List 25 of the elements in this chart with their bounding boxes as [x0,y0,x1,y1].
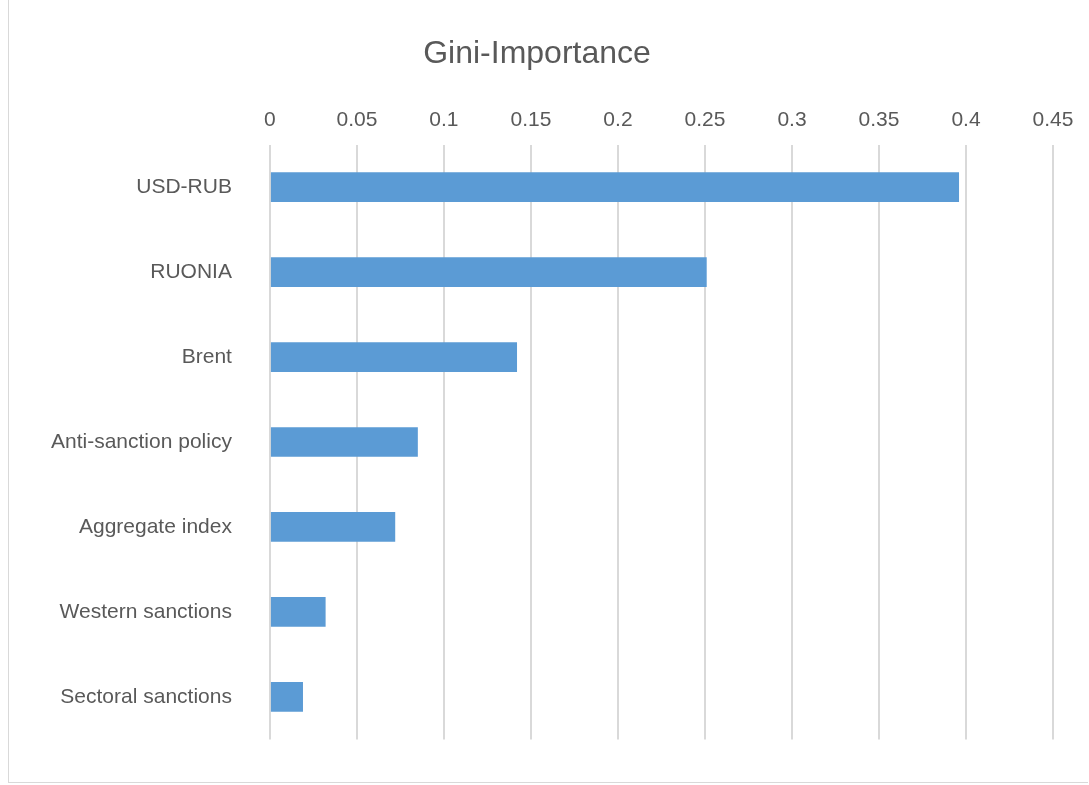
x-tick-label: 0.35 [858,106,900,130]
y-tick-label: Sectoral sanctions [60,683,232,707]
x-tick-label: 0.15 [510,106,552,130]
bar [270,427,418,457]
bar [270,172,960,202]
y-tick-label: Aggregate index [78,513,233,537]
bar [270,597,326,627]
bar [270,682,303,712]
y-tick-label: Anti-sanction policy [51,428,233,452]
x-tick-label: 0.45 [1032,106,1074,130]
bar [270,257,707,287]
y-tick-label: USD-RUB [136,173,232,197]
x-tick-label: 0 [264,106,276,130]
bar [270,342,518,372]
y-tick-label: Brent [181,343,233,367]
x-tick-label: 0.05 [336,106,378,130]
x-tick-label: 0.1 [429,106,459,130]
x-tick-label: 0.25 [684,106,726,130]
y-tick-label: Western sanctions [59,598,232,622]
y-tick-label: RUONIA [150,258,232,282]
chart-title: Gini-Importance [423,34,651,71]
x-tick-label: 0.4 [951,106,981,130]
bar [270,512,396,542]
x-tick-label: 0.2 [603,106,633,130]
x-tick-label: 0.3 [777,106,807,130]
